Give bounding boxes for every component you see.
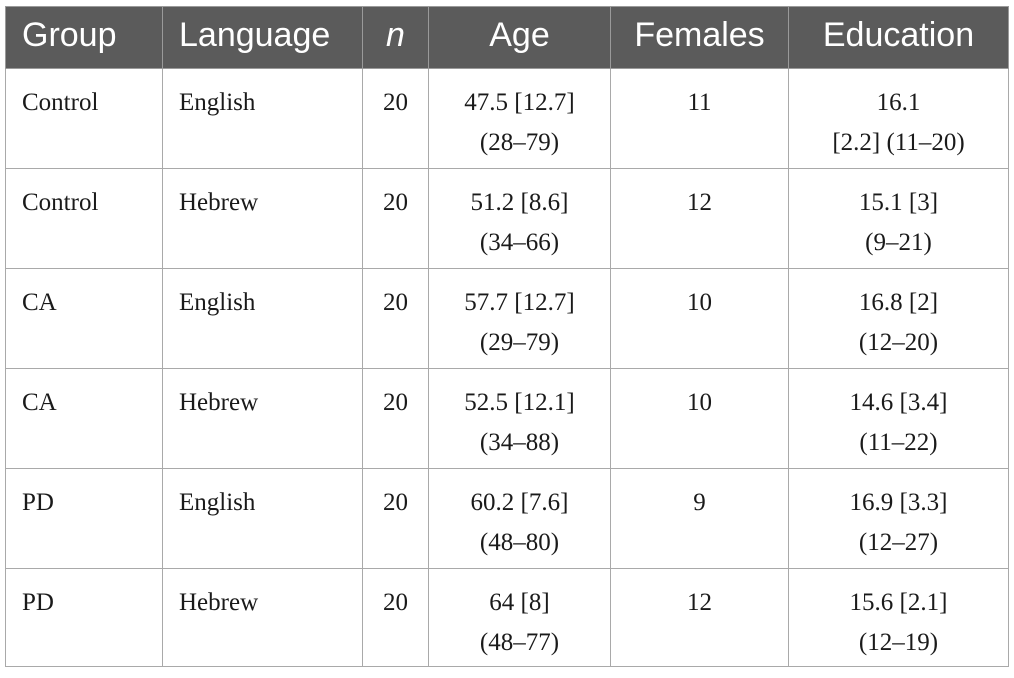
education-line-2: (11–22) <box>859 429 938 456</box>
cell-age: 64 [8] (48–77) <box>428 568 611 667</box>
age-mean-sd: 47.5 [12.7] <box>464 89 575 116</box>
cell-n: 20 <box>362 468 429 569</box>
cell-age: 60.2 [7.6] (48–80) <box>428 468 611 569</box>
education-line-1: 15.6 [2.1] <box>849 589 948 616</box>
cell-language: Hebrew <box>162 568 363 667</box>
cell-females: 12 <box>610 568 789 667</box>
table-row: Control English 20 47.5 [12.7] (28–79) 1… <box>5 68 1009 169</box>
cell-group: PD <box>5 468 163 569</box>
education-line-2: [2.2] (11–20) <box>832 129 965 156</box>
age-range: (34–66) <box>479 229 560 256</box>
cell-females: 9 <box>610 468 789 569</box>
cell-age: 47.5 [12.7] (28–79) <box>428 68 611 169</box>
cell-females: 10 <box>610 368 789 469</box>
table-row: PD Hebrew 20 64 [8] (48–77) 12 15.6 [2.1… <box>5 568 1009 667</box>
age-range: (29–79) <box>479 329 560 356</box>
cell-females: 11 <box>610 68 789 169</box>
cell-age: 52.5 [12.1] (34–88) <box>428 368 611 469</box>
age-range: (48–80) <box>479 529 560 556</box>
table-row: CA Hebrew 20 52.5 [12.1] (34–88) 10 14.6… <box>5 368 1009 469</box>
cell-education: 16.8 [2] (12–20) <box>788 268 1009 369</box>
cell-language: English <box>162 468 363 569</box>
cell-language: English <box>162 68 363 169</box>
cell-education: 15.1 [3] (9–21) <box>788 168 1009 269</box>
age-range: (34–88) <box>479 429 560 456</box>
education-line-1: 16.1 <box>876 89 921 116</box>
age-mean-sd: 51.2 [8.6] <box>470 189 569 216</box>
header-language: Language <box>162 6 363 69</box>
cell-language: Hebrew <box>162 368 363 469</box>
cell-n: 20 <box>362 368 429 469</box>
education-line-2: (12–20) <box>858 329 939 356</box>
education-line-1: 15.1 [3] <box>858 189 939 216</box>
header-age: Age <box>428 6 611 69</box>
education-line-1: 16.9 [3.3] <box>849 489 948 516</box>
education-line-1: 16.8 [2] <box>858 289 939 316</box>
age-range: (28–79) <box>479 129 560 156</box>
header-group: Group <box>5 6 163 69</box>
education-line-2: (9–21) <box>865 229 932 256</box>
cell-group: Control <box>5 68 163 169</box>
table-row: PD English 20 60.2 [7.6] (48–80) 9 16.9 … <box>5 468 1009 569</box>
cell-n: 20 <box>362 268 429 369</box>
cell-age: 51.2 [8.6] (34–66) <box>428 168 611 269</box>
cell-language: English <box>162 268 363 369</box>
education-line-2: (12–19) <box>858 629 939 656</box>
cell-n: 20 <box>362 68 429 169</box>
cell-group: PD <box>5 568 163 667</box>
cell-education: 16.1 [2.2] (11–20) <box>788 68 1009 169</box>
cell-education: 15.6 [2.1] (12–19) <box>788 568 1009 667</box>
table-row: Control Hebrew 20 51.2 [8.6] (34–66) 12 … <box>5 168 1009 269</box>
demographics-table: Group Language n Age Females Education C… <box>5 6 1009 667</box>
cell-n: 20 <box>362 568 429 667</box>
header-row: Group Language n Age Females Education <box>5 6 1009 69</box>
cell-group: CA <box>5 368 163 469</box>
education-line-2: (12–27) <box>858 529 939 556</box>
table-body: Control English 20 47.5 [12.7] (28–79) 1… <box>5 68 1009 667</box>
header-n: n <box>362 6 429 69</box>
age-mean-sd: 52.5 [12.1] <box>464 389 575 416</box>
cell-females: 12 <box>610 168 789 269</box>
age-mean-sd: 60.2 [7.6] <box>470 489 569 516</box>
age-range: (48–77) <box>479 629 560 656</box>
cell-language: Hebrew <box>162 168 363 269</box>
age-mean-sd: 57.7 [12.7] <box>464 289 575 316</box>
education-line-1: 14.6 [3.4] <box>849 389 948 416</box>
cell-education: 16.9 [3.3] (12–27) <box>788 468 1009 569</box>
header-females: Females <box>610 6 789 69</box>
cell-females: 10 <box>610 268 789 369</box>
cell-age: 57.7 [12.7] (29–79) <box>428 268 611 369</box>
cell-n: 20 <box>362 168 429 269</box>
table-row: CA English 20 57.7 [12.7] (29–79) 10 16.… <box>5 268 1009 369</box>
header-education: Education <box>788 6 1009 69</box>
cell-group: Control <box>5 168 163 269</box>
cell-education: 14.6 [3.4] (11–22) <box>788 368 1009 469</box>
age-mean-sd: 64 [8] <box>489 589 550 616</box>
cell-group: CA <box>5 268 163 369</box>
table-header: Group Language n Age Females Education <box>5 6 1009 69</box>
